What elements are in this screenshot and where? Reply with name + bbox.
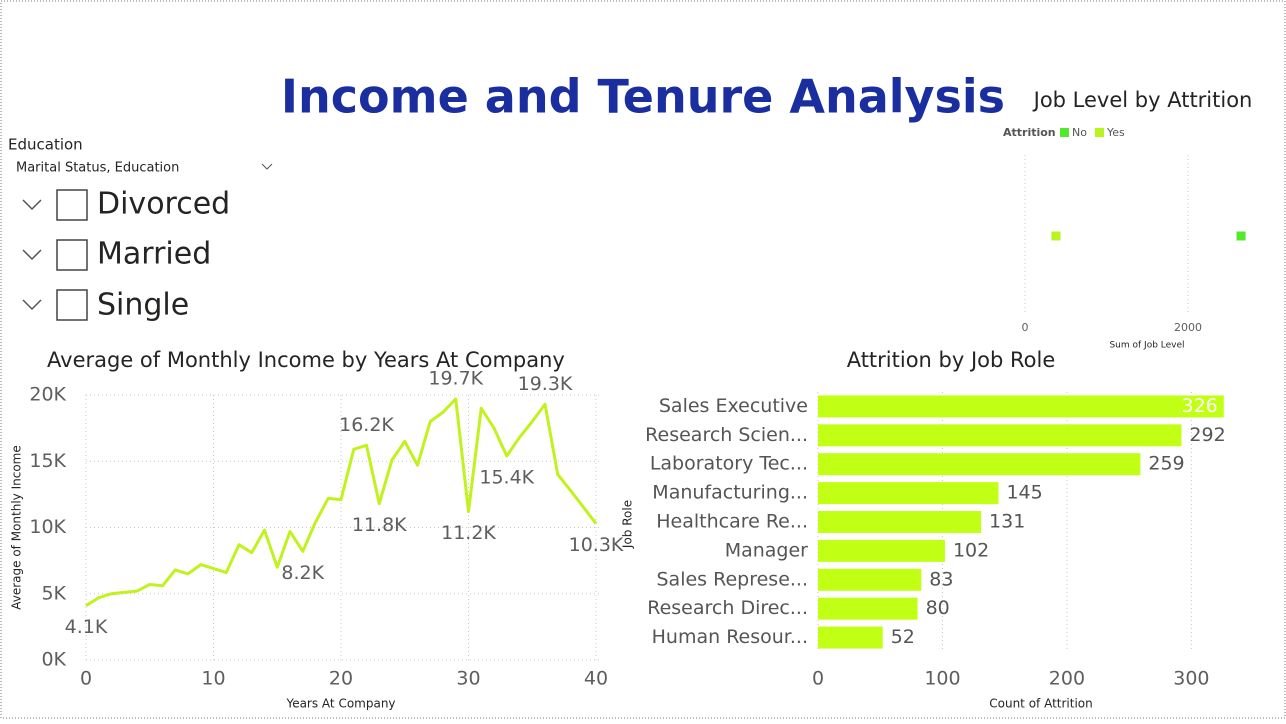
data-label: 15.4K <box>479 466 534 488</box>
y-tick-label: Research Scien... <box>645 424 808 446</box>
bar <box>818 424 1182 447</box>
bar <box>818 626 883 649</box>
legend-label: No <box>1072 126 1087 139</box>
slicer-item[interactable]: Divorced <box>97 187 230 222</box>
checkbox[interactable] <box>56 289 88 321</box>
expand-chevron[interactable] <box>22 199 42 211</box>
x-tick-label: 10 <box>201 668 225 690</box>
bar <box>818 511 982 533</box>
data-label: 326 <box>1181 395 1217 417</box>
point <box>1051 231 1061 241</box>
bar <box>818 539 945 562</box>
y-tick-label: Research Direc... <box>647 597 808 619</box>
x-tick-label: 100 <box>924 668 960 690</box>
x-tick-label: 40 <box>584 668 608 690</box>
data-label: 11.2K <box>441 522 496 544</box>
data-label: 16.2K <box>339 414 394 436</box>
y-tick-label: 0K <box>41 649 66 671</box>
legend-swatch <box>1060 128 1069 137</box>
y-tick-label: Manufacturing... <box>652 482 808 504</box>
x-axis-label: Sum of Job Level <box>1109 341 1184 351</box>
slicer-items: Divorced Married Single <box>22 187 230 323</box>
bar <box>818 395 1224 418</box>
y-tick-label: Sales Executive <box>659 395 808 417</box>
y-tick-label: Laboratory Tec... <box>650 453 808 475</box>
data-label: 10.3K <box>569 534 624 556</box>
data-label: 80 <box>926 597 950 619</box>
line <box>85 397 598 607</box>
x-tick-label: 30 <box>456 668 480 690</box>
slicer-item[interactable]: Married <box>97 237 211 272</box>
data-label: 83 <box>929 568 953 590</box>
chart-title: Attrition by Job Role <box>847 348 1056 372</box>
bar <box>818 482 999 505</box>
x-tick-label: 0 <box>1022 321 1029 334</box>
legend-swatch <box>1094 128 1104 137</box>
x-axis-label: Count of Attrition <box>989 697 1093 711</box>
bar <box>818 597 918 620</box>
y-axis-label: Job Role <box>621 500 635 549</box>
x-tick-label: 0 <box>80 668 92 690</box>
x-tick-label: 2000 <box>1174 321 1202 334</box>
bar <box>818 453 1141 476</box>
legend-label: Yes <box>1106 126 1125 139</box>
checkbox[interactable] <box>56 189 88 221</box>
y-tick-label: Healthcare Re... <box>656 511 808 533</box>
y-tick-label: Human Resour... <box>652 626 808 648</box>
x-tick-label: 20 <box>329 668 353 690</box>
legend-title: Attrition <box>1003 126 1056 139</box>
data-label: 102 <box>953 539 989 561</box>
y-tick-label: Sales Represe... <box>657 568 809 590</box>
data-label: 259 <box>1148 453 1184 475</box>
data-label: 292 <box>1189 424 1225 446</box>
data-label: 4.1K <box>65 616 108 638</box>
x-axis-label: Years At Company <box>285 697 395 711</box>
y-axis-label: Average of Monthly Income <box>10 445 24 610</box>
dropdown-chevron[interactable] <box>261 163 273 170</box>
y-tick-label: Manager <box>725 539 808 561</box>
data-label: 19.7K <box>428 367 483 389</box>
data-label: 19.3K <box>518 373 573 395</box>
slicer-item[interactable]: Single <box>97 288 189 323</box>
expand-chevron[interactable] <box>22 299 42 311</box>
slicer-title: Education <box>8 136 83 154</box>
y-tick-label: 5K <box>41 582 66 604</box>
dashboard-title: Income and Tenure Analysis <box>281 70 1005 124</box>
y-tick-label: 20K <box>29 384 66 406</box>
slicer-field[interactable]: Marital Status, Education <box>16 161 179 176</box>
x-tick-label: 300 <box>1173 668 1209 690</box>
data-label: 145 <box>1006 482 1042 504</box>
bar <box>818 568 922 591</box>
data-label: 11.8K <box>352 514 407 536</box>
chart-title: Average of Monthly Income by Years At Co… <box>47 348 565 372</box>
data-label: 8.2K <box>281 562 324 584</box>
chart-title: Job Level by Attrition <box>1032 88 1253 112</box>
data-label: 52 <box>891 626 915 648</box>
expand-chevron[interactable] <box>22 249 42 261</box>
x-tick-label: 200 <box>1049 668 1085 690</box>
checkbox[interactable] <box>56 239 88 271</box>
point <box>1236 231 1246 241</box>
data-label: 131 <box>989 511 1025 533</box>
y-tick-label: 15K <box>29 450 66 472</box>
x-tick-label: 0 <box>812 668 824 690</box>
y-tick-label: 10K <box>29 516 66 538</box>
